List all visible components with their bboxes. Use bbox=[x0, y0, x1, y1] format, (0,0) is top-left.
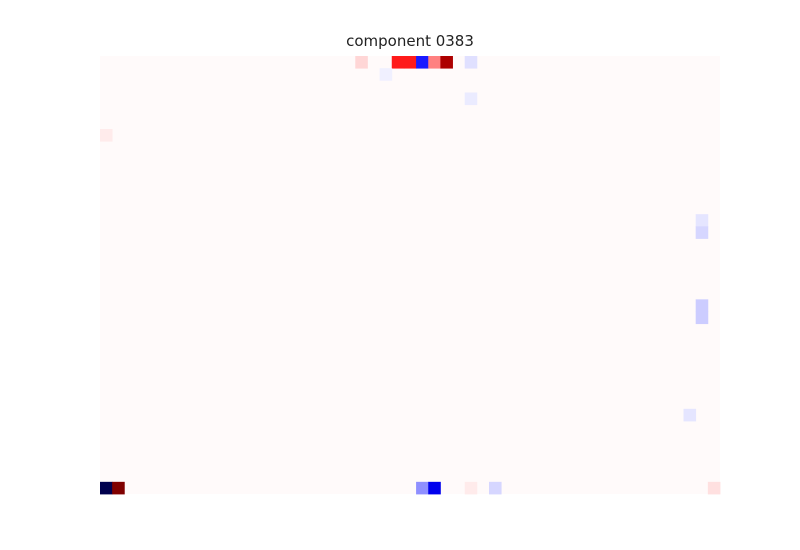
heatmap-cell bbox=[391, 56, 405, 69]
heatmap-cell bbox=[464, 92, 478, 106]
heatmap-cell bbox=[695, 311, 709, 325]
heatmap-cell bbox=[440, 56, 453, 69]
heatmap-cell bbox=[695, 214, 709, 227]
heatmap-cell bbox=[112, 481, 125, 495]
heatmap-cell bbox=[416, 56, 429, 69]
heatmap-cell bbox=[707, 481, 721, 495]
heatmap-cell bbox=[695, 299, 709, 312]
chart-title: component 0383 bbox=[346, 32, 474, 50]
heatmap-cell bbox=[403, 56, 417, 69]
heatmap-background bbox=[100, 56, 720, 494]
heatmap-cell bbox=[464, 481, 478, 495]
heatmap-cell bbox=[464, 56, 478, 69]
heatmap-cell bbox=[695, 226, 709, 239]
heatmap-cell bbox=[489, 481, 502, 495]
heatmap-cell bbox=[100, 481, 113, 495]
heatmap-cell bbox=[428, 56, 441, 69]
heatmap-cell bbox=[355, 56, 368, 69]
heatmap-cell bbox=[100, 129, 113, 142]
heatmap-cell bbox=[683, 408, 697, 422]
heatmap-cell bbox=[416, 481, 429, 495]
heatmap-cell bbox=[428, 481, 441, 495]
heatmap-cell bbox=[379, 68, 393, 81]
